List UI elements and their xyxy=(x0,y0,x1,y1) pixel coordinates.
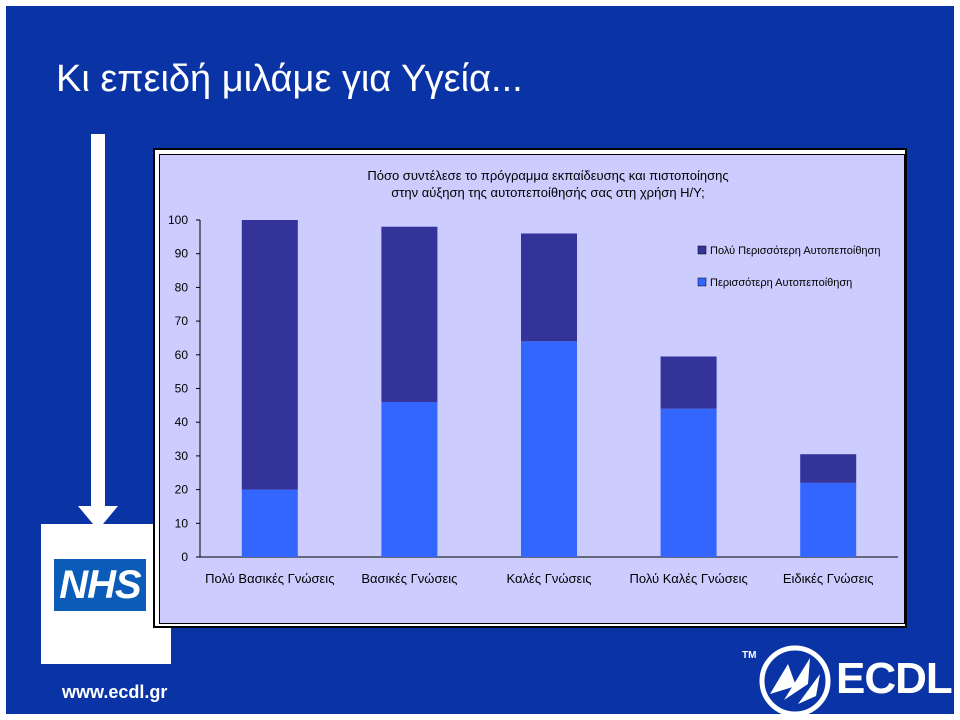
y-tick-label: 10 xyxy=(175,516,189,530)
ecdl-emblem-icon xyxy=(759,645,831,714)
ecdl-brand-text: ECDL xyxy=(836,654,953,703)
y-tick-label: 90 xyxy=(175,247,189,261)
x-tick-label: Ειδικές Γνώσεις xyxy=(783,571,874,586)
y-tick-label: 50 xyxy=(175,382,189,396)
down-arrow-icon xyxy=(91,134,105,510)
nhs-logo: NHS xyxy=(54,559,146,611)
bar-segment xyxy=(381,226,438,402)
x-tick-label: Πολύ Καλές Γνώσεις xyxy=(629,571,747,586)
legend-swatch xyxy=(697,245,707,255)
y-tick-label: 40 xyxy=(175,415,189,429)
trademark-mark: TM xyxy=(742,650,757,661)
y-tick-label: 60 xyxy=(175,348,189,362)
chart-title-line: Πόσο συντέλεσε το πρόγραμμα εκπαίδευσης … xyxy=(367,168,728,183)
bar-segment xyxy=(521,233,577,342)
website-url: www.ecdl.gr xyxy=(62,682,168,702)
bar-segment xyxy=(800,454,857,483)
y-tick-label: 30 xyxy=(175,449,189,463)
y-tick-label: 80 xyxy=(175,280,189,294)
bar-segment xyxy=(800,482,857,557)
x-tick-label: Βασικές Γνώσεις xyxy=(361,571,457,586)
y-tick-label: 70 xyxy=(175,314,189,328)
y-tick-label: 20 xyxy=(175,483,189,497)
bar-segment xyxy=(241,220,298,490)
legend-label: Περισσότερη Αυτοπεποίθηση xyxy=(710,277,852,289)
bar-segment xyxy=(521,341,577,557)
y-tick-label: 100 xyxy=(168,213,188,227)
y-tick-label: 0 xyxy=(181,550,188,564)
bar-segment xyxy=(660,356,717,409)
x-tick-label: Πολύ Βασικές Γνώσεις xyxy=(205,571,334,586)
x-tick-label: Καλές Γνώσεις xyxy=(507,571,592,586)
bar-segment xyxy=(241,489,298,557)
legend-label: Πολύ Περισσότερη Αυτοπεποίθηση xyxy=(710,245,880,257)
chart-title-line: στην αύξηση της αυτοπεποίθησής σας στη χ… xyxy=(391,185,704,200)
legend-swatch xyxy=(697,277,707,287)
bar-segment xyxy=(381,401,438,557)
slide-title: Κι επειδή μιλάμε για Υγεία... xyxy=(56,58,523,100)
bar-segment xyxy=(660,408,717,557)
